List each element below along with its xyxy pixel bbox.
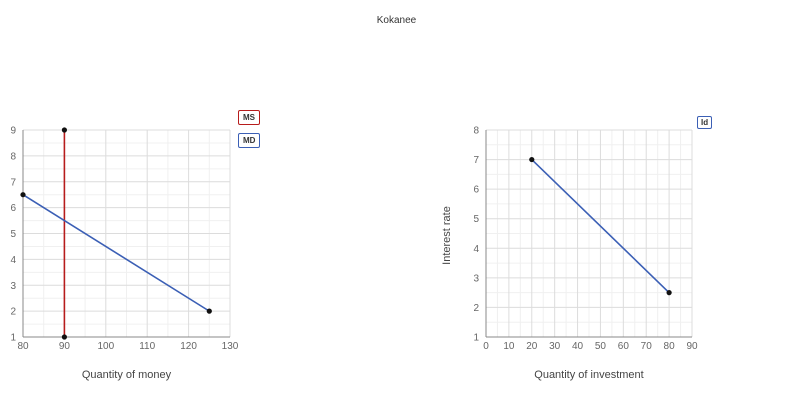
x-axis-label: Quantity of investment xyxy=(534,369,643,381)
y-tick-label: 2 xyxy=(473,303,479,314)
x-tick-label: 50 xyxy=(595,341,607,352)
series-point-id xyxy=(666,290,672,296)
series-point-ms xyxy=(61,127,67,133)
legend-md[interactable]: MD xyxy=(238,133,261,148)
legend-md-label: MD xyxy=(243,136,256,145)
legend-id-label: Id xyxy=(701,118,709,127)
y-tick-label: 5 xyxy=(10,229,16,240)
y-tick-label: 3 xyxy=(10,281,16,292)
x-tick-label: 90 xyxy=(59,341,71,352)
legend-ms-label: MS xyxy=(243,113,255,122)
legend-id[interactable]: Id xyxy=(697,116,713,129)
x-tick-label: 20 xyxy=(526,341,538,352)
legend-ms[interactable]: MS xyxy=(238,110,260,125)
x-tick-label: 30 xyxy=(549,341,561,352)
y-tick-label: 1 xyxy=(473,333,479,344)
x-tick-label: 110 xyxy=(139,341,155,352)
series-point-id xyxy=(529,156,535,163)
x-tick-label: 90 xyxy=(686,341,698,352)
y-tick-label: 6 xyxy=(10,203,16,214)
series-point-ms xyxy=(61,334,67,340)
y-tick-label: 7 xyxy=(473,155,479,166)
x-tick-label: 60 xyxy=(618,341,630,352)
x-tick-label: 70 xyxy=(641,341,653,352)
series-point-md xyxy=(20,192,26,198)
y-tick-label: 1 xyxy=(10,333,16,344)
x-tick-label: 100 xyxy=(97,341,114,352)
page-title: Kokanee xyxy=(376,15,417,26)
y-tick-label: 2 xyxy=(10,307,16,318)
y-tick-label: 9 xyxy=(10,126,16,137)
series-line-md xyxy=(22,194,210,312)
x-tick-label: 10 xyxy=(503,341,515,352)
x-axis-label: Quantity of money xyxy=(82,369,172,381)
x-tick-label: 120 xyxy=(180,341,197,352)
y-tick-label: 7 xyxy=(10,177,16,188)
x-tick-label: 130 xyxy=(222,341,239,352)
series-line-id xyxy=(531,158,670,294)
y-tick-label: 6 xyxy=(473,185,479,196)
x-tick-label: 40 xyxy=(572,341,584,352)
x-tick-label: 80 xyxy=(664,341,676,352)
y-tick-label: 3 xyxy=(473,273,479,284)
y-axis-label: Interest rate xyxy=(441,206,453,265)
x-tick-label: 80 xyxy=(17,341,29,352)
x-tick-label: 0 xyxy=(483,341,489,352)
y-tick-label: 5 xyxy=(473,214,479,225)
y-tick-label: 4 xyxy=(473,244,479,255)
series-point-md xyxy=(206,308,212,314)
y-tick-label: 8 xyxy=(10,151,16,162)
y-tick-label: 4 xyxy=(10,255,16,266)
y-tick-label: 8 xyxy=(473,126,479,137)
